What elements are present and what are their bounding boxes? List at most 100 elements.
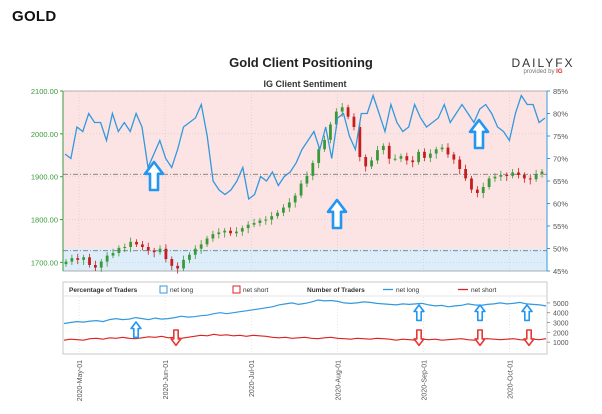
candle-body [464, 169, 468, 179]
candle-body [276, 212, 279, 217]
candle-body [258, 220, 262, 223]
candle-body [458, 159, 462, 169]
candle-body [287, 202, 291, 208]
candle-body [505, 175, 509, 176]
mini-tick-label: 5000 [553, 301, 569, 308]
candle-body [528, 178, 532, 180]
main-sentiment-arrows [143, 118, 490, 230]
candle-body [399, 156, 403, 159]
candle-body [264, 219, 268, 221]
x-tick-label: 2020-Jun-01 [163, 360, 170, 399]
right-axis: 45% 50% 55% 60% 65% 70% 75% 80% 85% [546, 87, 568, 276]
right-tick-label: 75% [553, 132, 568, 141]
candle-body [387, 145, 391, 159]
right-tick-label: 55% [553, 222, 568, 231]
candle-body [235, 231, 238, 234]
candle-body [493, 176, 497, 179]
legend-pct-long-swatch [159, 285, 168, 294]
mini-net-long-line [63, 299, 547, 325]
candle-body [105, 255, 109, 262]
candle-body [381, 145, 385, 151]
up-arrow-icon [474, 304, 486, 322]
x-tick-label: 2020-Oct-01 [507, 360, 514, 399]
candle-body [182, 259, 185, 269]
left-tick-label: 2100.00 [31, 87, 58, 96]
up-arrow-icon [521, 304, 533, 322]
candle-body [522, 175, 526, 179]
candle-body [481, 187, 485, 193]
candle-body [317, 149, 321, 163]
down-arrow-icon [474, 329, 486, 347]
candle-body [170, 259, 174, 266]
x-tick-label: 2020-Aug-01 [335, 360, 342, 401]
mini-right-axis: 1000 2000 3000 4000 5000 [547, 301, 569, 347]
up-arrow-icon [413, 304, 425, 322]
candle-body [305, 175, 309, 184]
logo-sub-text: provided by IG [505, 69, 581, 75]
candle-body [299, 183, 303, 196]
candle-body [417, 151, 420, 163]
left-tick-label: 1800.00 [31, 216, 58, 225]
candle-body [334, 111, 338, 125]
legend-pct-title: Percentage of Traders [69, 287, 138, 294]
right-tick-label: 85% [553, 87, 568, 96]
right-tick-label: 45% [553, 267, 568, 276]
mini-tick-label: 3000 [553, 321, 569, 328]
right-tick-label: 50% [553, 245, 568, 254]
up-arrow-icon [468, 118, 490, 150]
net-long-line [64, 93, 546, 201]
candle-body [70, 258, 74, 262]
x-axis-labels: 2020-May-01 2020-Jun-01 2020-Jul-01 2020-Au… [77, 360, 514, 401]
right-tick-label: 65% [553, 177, 568, 186]
x-tick-label: 2020-May-01 [77, 360, 84, 401]
mini-tick-label: 1000 [553, 340, 569, 347]
right-tick-label: 70% [553, 155, 568, 164]
candle-body [440, 147, 444, 150]
candle-body [534, 174, 538, 180]
candle-body [405, 156, 409, 161]
candle-body [293, 195, 297, 203]
candle-body [140, 244, 144, 247]
candle-body [164, 248, 168, 259]
candle-body [246, 224, 250, 229]
candle-body [193, 248, 197, 255]
candle-body [282, 207, 285, 213]
legend-num-title: Number of Traders [307, 287, 365, 294]
logo-main-text: DAILYFX [511, 56, 575, 70]
candle-body [158, 248, 162, 253]
shade-below-half [63, 248, 547, 271]
candle-body [346, 107, 350, 117]
main-subtitle: IG Client Sentiment [263, 79, 346, 89]
left-tick-label: 2000.00 [31, 130, 58, 139]
legend-num-short-label: net short [471, 287, 496, 294]
candle-body [129, 241, 133, 247]
candle-body [428, 153, 432, 158]
legend-pct-long-label: net long [170, 287, 194, 294]
candle-body [93, 265, 97, 268]
candle-body [352, 116, 356, 127]
candle-body [64, 261, 68, 265]
candle-body [152, 250, 156, 253]
chart-title: Gold Client Positioning [229, 55, 373, 70]
candle-body [123, 247, 127, 248]
left-tick-label: 1900.00 [31, 173, 58, 182]
left-tick-label: 1700.00 [31, 258, 58, 267]
candle-body [470, 178, 473, 190]
candle-body [135, 241, 138, 245]
candle-body [99, 261, 103, 268]
mini-plot-frame [62, 281, 548, 355]
candle-body [117, 247, 121, 253]
candle-body [211, 234, 215, 239]
mini-net-short-line [63, 333, 547, 341]
right-tick-label: 80% [553, 110, 568, 119]
candle-body [511, 172, 515, 176]
candle-body [323, 139, 326, 150]
mini-tick-label: 2000 [553, 330, 569, 337]
price-candles [64, 103, 544, 274]
page-heading: GOLD [12, 8, 57, 25]
mini-tick-label: 4000 [553, 311, 569, 318]
right-tick-label: 60% [553, 200, 568, 209]
candle-body [370, 160, 373, 167]
x-tick-label: 2020-Jul-01 [249, 360, 256, 397]
candle-body [475, 189, 479, 193]
